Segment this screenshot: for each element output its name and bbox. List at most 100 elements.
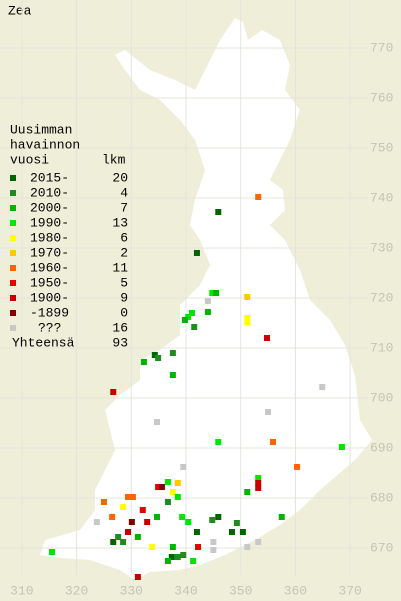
legend-count: 2 — [120, 245, 128, 260]
observation-square — [109, 514, 116, 520]
legend-swatch — [10, 280, 16, 286]
observation-square — [209, 517, 216, 523]
observation-square — [193, 250, 200, 256]
observation-square — [93, 519, 100, 525]
observation-square — [180, 464, 187, 470]
observation-square — [209, 290, 216, 296]
observation-square — [244, 315, 251, 321]
observation-square — [255, 475, 262, 481]
observation-square — [255, 480, 262, 486]
observation-square — [210, 547, 217, 553]
observation-square — [169, 350, 176, 356]
count-header: lkm — [102, 152, 126, 167]
legend-count: 6 — [120, 230, 128, 245]
legend-count: 9 — [120, 290, 128, 305]
legend-swatch — [10, 295, 16, 301]
legend-label: 1950- — [30, 275, 69, 290]
observation-square — [244, 294, 251, 300]
observation-square — [213, 290, 220, 296]
legend-label: 2000- — [30, 200, 69, 215]
y-tick-label: 750 — [370, 140, 393, 155]
observation-square — [120, 504, 127, 510]
observation-square — [174, 554, 181, 560]
observation-square — [190, 558, 197, 564]
observation-square — [134, 574, 141, 580]
observation-square — [144, 519, 151, 525]
legend-label: -1899 — [30, 305, 69, 320]
observation-square — [319, 384, 326, 390]
legend-count: 16 — [112, 320, 128, 335]
observation-square — [110, 539, 117, 545]
observation-square — [195, 544, 202, 550]
observation-square — [204, 309, 211, 315]
y-tick-label: 690 — [370, 440, 393, 455]
observation-square — [233, 520, 240, 526]
observation-square — [158, 484, 165, 490]
observation-square — [215, 439, 222, 445]
observation-square — [255, 485, 262, 491]
observation-square — [149, 544, 156, 550]
legend-count: 5 — [120, 275, 128, 290]
observation-square — [155, 355, 162, 361]
y-tick-label: 770 — [370, 40, 393, 55]
legend-label: ??? — [38, 320, 61, 335]
legend-swatch — [10, 325, 16, 331]
x-tick-label: 360 — [284, 583, 307, 598]
legend-count: 20 — [112, 170, 128, 185]
observation-square — [174, 494, 181, 500]
observation-square — [204, 298, 211, 304]
legend-label: 1990- — [30, 215, 69, 230]
legend-count: 13 — [112, 215, 128, 230]
observation-square — [265, 409, 272, 415]
observation-square — [294, 464, 301, 470]
legend-swatch — [10, 220, 16, 226]
observation-square — [154, 419, 161, 425]
observation-square — [244, 319, 251, 325]
legend-count: 0 — [120, 305, 128, 320]
observation-square — [179, 514, 186, 520]
observation-square — [48, 549, 55, 555]
observation-square — [255, 194, 262, 200]
observation-square — [134, 534, 141, 540]
legend-label: 1980- — [30, 230, 69, 245]
legend-swatch — [10, 265, 16, 271]
y-tick-label: 740 — [370, 190, 393, 205]
observation-square — [115, 534, 122, 540]
y-tick-label: 670 — [370, 540, 393, 555]
legend-swatch — [10, 205, 16, 211]
legend-title: Uusimman — [10, 122, 72, 137]
y-tick-label: 720 — [370, 290, 393, 305]
legend-label: 2010- — [30, 185, 69, 200]
observation-square — [185, 519, 192, 525]
total-label: Yhteensä — [12, 335, 75, 350]
observation-square — [239, 529, 246, 535]
observation-square — [278, 514, 285, 520]
legend-swatch — [10, 250, 16, 256]
observation-square — [169, 489, 176, 495]
observation-square — [125, 529, 132, 535]
observation-square — [120, 539, 127, 545]
legend-count: 11 — [112, 260, 128, 275]
legend-count: 7 — [120, 200, 128, 215]
observation-square — [110, 389, 117, 395]
y-tick-label: 700 — [370, 390, 393, 405]
x-tick-label: 340 — [174, 583, 197, 598]
observation-square — [168, 554, 175, 560]
legend-label: 1970- — [30, 245, 69, 260]
x-tick-label: 370 — [338, 583, 361, 598]
legend-swatch — [10, 310, 16, 316]
observation-square — [269, 439, 276, 445]
total-count: 93 — [112, 335, 128, 350]
observation-square — [181, 317, 188, 323]
title: Zea — [8, 3, 32, 18]
legend-swatch — [10, 175, 16, 181]
observation-square — [191, 324, 198, 330]
legend-title: havainnon — [10, 137, 80, 152]
x-tick-label: 350 — [229, 583, 252, 598]
y-tick-label: 710 — [370, 340, 393, 355]
observation-square — [154, 514, 161, 520]
observation-square — [193, 529, 200, 535]
observation-square — [169, 372, 176, 378]
observation-square — [169, 544, 176, 550]
